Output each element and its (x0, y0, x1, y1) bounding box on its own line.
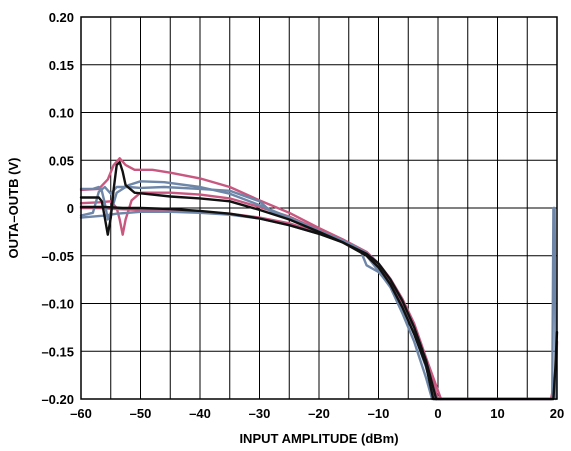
x-tick-label: 0 (434, 406, 441, 421)
y-axis-label: OUTA–OUTB (V) (6, 158, 21, 259)
series-line-2 (79, 191, 443, 401)
x-tick-label: –30 (249, 406, 271, 421)
series-line-8 (79, 205, 438, 401)
y-tick-label: –0.15 (41, 344, 74, 359)
x-tick-label: –20 (308, 406, 330, 421)
y-tick-labels: 0.20 0.15 0.10 0.05 0 –0.05 –0.10 –0.15 –0.20 (41, 10, 74, 407)
x-axis-label: INPUT AMPLITUDE (dBm) (239, 431, 398, 446)
y-tick-label: 0.20 (49, 10, 74, 25)
y-tick-label: 0.05 (49, 153, 74, 168)
series-line-7 (79, 161, 559, 401)
x-tick-label: –40 (189, 406, 211, 421)
y-tick-label: 0 (67, 201, 74, 216)
y-tick-label: –0.20 (41, 392, 74, 407)
y-tick-label: 0.10 (49, 106, 74, 121)
x-tick-label: –50 (130, 406, 152, 421)
y-tick-label: –0.10 (41, 297, 74, 312)
series-line-4 (79, 185, 557, 401)
plot-frame (80, 16, 558, 400)
grid (81, 17, 557, 399)
x-tick-label: 20 (550, 406, 564, 421)
x-tick-label: 10 (490, 406, 504, 421)
series-line-5 (79, 180, 438, 401)
x-tick-label: –60 (70, 406, 92, 421)
y-tick-label: 0.15 (49, 58, 74, 73)
y-tick-label: –0.05 (41, 249, 74, 264)
x-tick-labels: –60 –50 –40 –30 –20 –10 0 10 20 (70, 406, 564, 421)
series-line-6 (79, 210, 434, 401)
x-tick-label: –10 (368, 406, 390, 421)
series-layer (79, 157, 559, 401)
